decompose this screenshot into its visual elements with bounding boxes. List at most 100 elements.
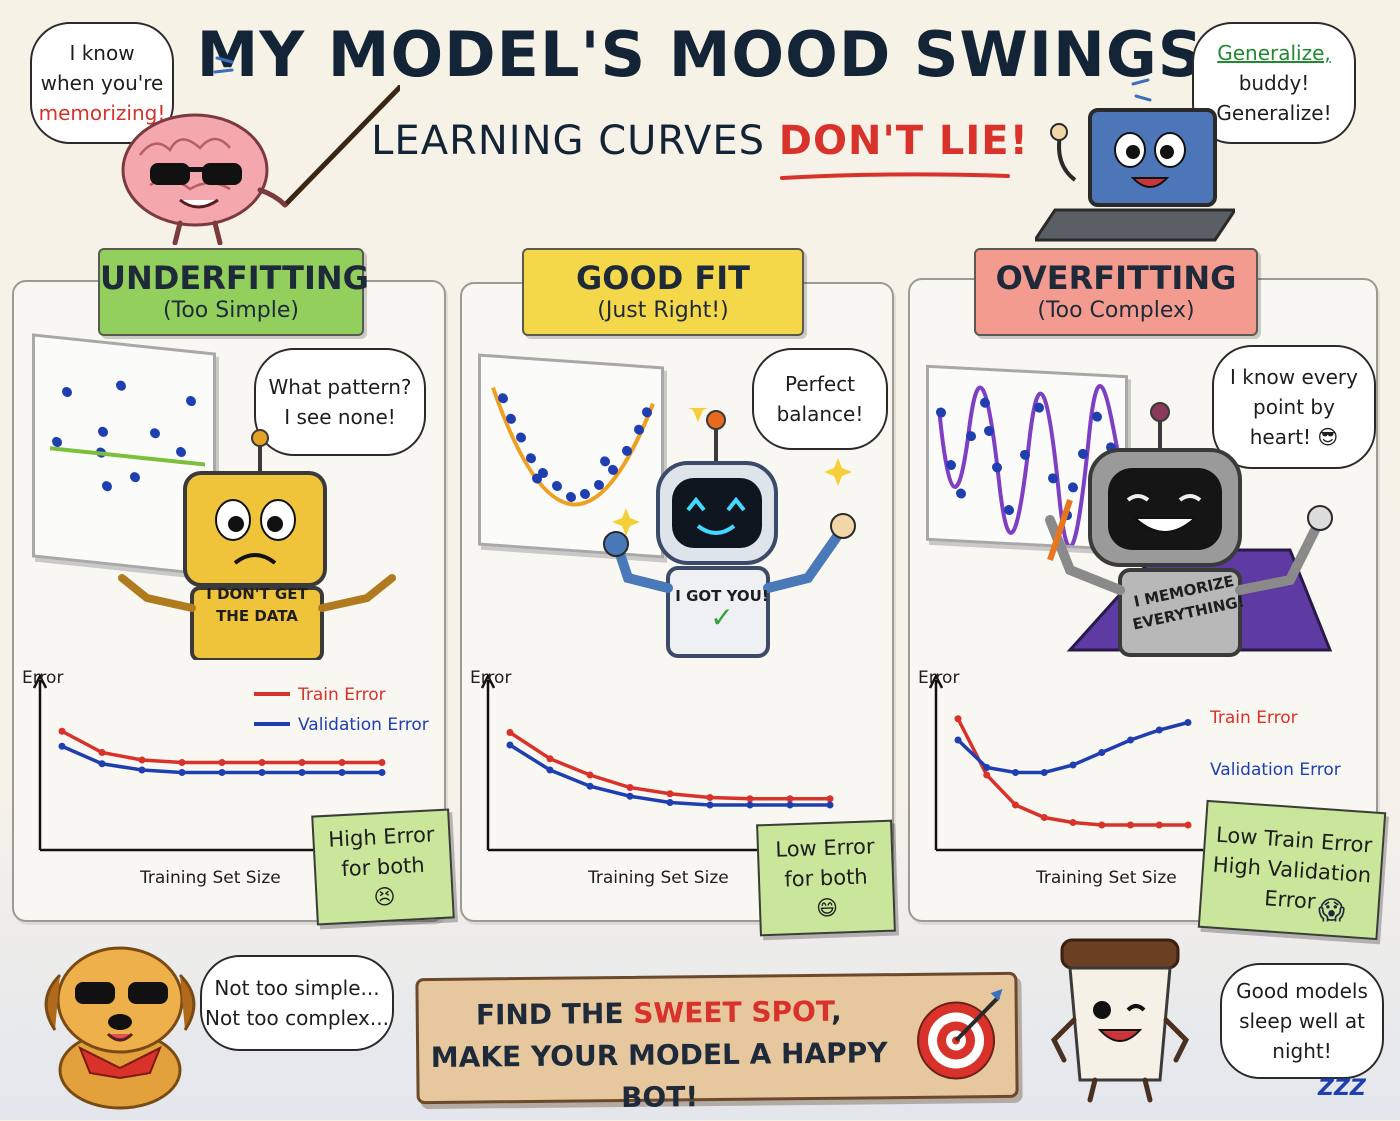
data-point bbox=[1155, 726, 1163, 734]
data-point bbox=[178, 769, 186, 776]
confused-robot-icon bbox=[118, 429, 396, 660]
data-point bbox=[983, 764, 991, 771]
data-point bbox=[626, 792, 634, 800]
panel-overfitting-title: OVERFITTING bbox=[995, 259, 1237, 297]
panel-underfitting-header: UNDERFITTING (Too Simple) bbox=[98, 248, 369, 336]
scatter-points bbox=[936, 397, 1116, 521]
data-point bbox=[1098, 821, 1106, 829]
legend-label: Train Error bbox=[1209, 708, 1298, 728]
panel-overfitting-header: OVERFITTING (Too Complex) bbox=[974, 248, 1258, 336]
data-point bbox=[546, 755, 554, 763]
data-point bbox=[98, 749, 106, 756]
data-point bbox=[1098, 749, 1106, 756]
data-point bbox=[1127, 736, 1134, 744]
goodfit-bot-label: I GOT YOU! ✓ bbox=[672, 585, 772, 641]
shocked-emoji-icon: 😱 bbox=[1318, 896, 1346, 926]
dog-bubble-line2: Not too complex... bbox=[205, 1006, 389, 1030]
laptop-speech-bubble: Generalize, buddy! Generalize! bbox=[1192, 22, 1356, 144]
goodfit-sticky-note: Low Error for both 😄 bbox=[756, 819, 896, 937]
data-point bbox=[983, 771, 991, 779]
data-point bbox=[954, 715, 962, 723]
data-point bbox=[178, 759, 186, 766]
y-axis-arrow bbox=[928, 673, 944, 689]
y-axis-label: Error bbox=[918, 668, 959, 688]
data-point bbox=[1184, 821, 1192, 829]
data-point bbox=[98, 760, 106, 768]
overfit-bubble-line2: point by bbox=[1253, 395, 1335, 419]
banner-line1: FIND THE SWEET SPOT, bbox=[429, 990, 889, 1037]
series-line-train bbox=[956, 717, 1188, 827]
dog-bubble-line1: Not too simple... bbox=[214, 976, 380, 1000]
goodfit-bubble-line2: balance! bbox=[776, 402, 864, 426]
laptop-bubble-line3: Generalize! bbox=[1216, 101, 1332, 125]
happy-robot-icon bbox=[603, 408, 856, 658]
frowning-emoji-icon: 😣 bbox=[373, 884, 397, 910]
brain-bubble-line2: when you're bbox=[40, 71, 164, 95]
fit-line bbox=[50, 446, 205, 467]
overfit-note-line3: Error bbox=[1263, 886, 1317, 914]
goodfit-bot-label-line1: I GOT YOU! bbox=[675, 587, 769, 605]
data-point bbox=[586, 771, 594, 779]
data-point bbox=[58, 742, 66, 750]
subtitle-underline bbox=[780, 172, 1010, 180]
overfit-learning-curve-chart: Error Training Set Size Train Error Validat… bbox=[918, 668, 1341, 888]
underfit-bot-label-line1: I DON'T GET bbox=[206, 585, 308, 603]
data-point bbox=[218, 759, 226, 766]
goodfit-note-line2: for both bbox=[783, 864, 869, 892]
data-point bbox=[298, 769, 306, 776]
goodfit-note-line1: Low Error bbox=[774, 834, 875, 862]
subtitle-accent: DON'T LIE! bbox=[778, 118, 1029, 164]
y-axis-label: Error bbox=[470, 668, 511, 688]
underfit-note-line2: for both bbox=[340, 852, 426, 882]
scatter-points bbox=[498, 393, 652, 503]
data-point bbox=[338, 769, 346, 776]
data-point bbox=[506, 741, 514, 749]
data-point bbox=[746, 795, 754, 803]
data-point bbox=[258, 769, 266, 776]
data-point bbox=[1069, 819, 1077, 826]
data-point bbox=[1012, 769, 1019, 776]
underfit-bot-label-line2: THE DATA bbox=[216, 607, 298, 625]
brain-mascot-icon bbox=[121, 85, 400, 245]
overfit-speech-bubble: I know every point by heart! 😎 bbox=[1212, 345, 1376, 469]
panel-overfitting-subtitle: (Too Complex) bbox=[1037, 298, 1195, 323]
banner-line1-a: FIND THE bbox=[475, 996, 634, 1032]
data-point bbox=[58, 727, 66, 735]
data-point bbox=[506, 729, 514, 736]
goodfit-learning-curve-chart: Error Training Set Size bbox=[470, 668, 875, 888]
underfit-bubble-line2: I see none! bbox=[284, 405, 396, 429]
panel-good-fit-title: GOOD FIT bbox=[576, 259, 750, 297]
doodle-marks-right bbox=[1131, 78, 1152, 102]
x-axis-label: Training Set Size bbox=[139, 868, 281, 888]
data-point bbox=[826, 795, 834, 803]
y-axis-label: Error bbox=[22, 668, 63, 688]
banner-text: FIND THE SWEET SPOT, MAKE YOUR MODEL A H… bbox=[429, 990, 890, 1121]
data-point bbox=[1184, 719, 1192, 726]
series-line-train bbox=[509, 731, 830, 801]
panel-underfitting-title: UNDERFITTING bbox=[100, 259, 369, 297]
panel-good-fit-header: GOOD FIT (Just Right!) bbox=[522, 248, 804, 336]
banner-line1-accent: SWEET SPOT bbox=[633, 994, 832, 1030]
data-point bbox=[666, 799, 674, 806]
cup-bubble-line2: sleep well at bbox=[1239, 1009, 1365, 1033]
smug-robot-icon bbox=[1045, 402, 1333, 657]
data-point bbox=[786, 801, 794, 809]
data-point bbox=[706, 794, 714, 801]
data-point bbox=[298, 759, 306, 766]
data-point bbox=[1069, 761, 1077, 769]
data-point bbox=[378, 759, 386, 766]
data-point bbox=[786, 795, 794, 803]
x-axis-label: Training Set Size bbox=[587, 868, 729, 888]
data-point bbox=[1155, 821, 1163, 829]
overfit-bubble-line3: heart! 😎 bbox=[1249, 425, 1339, 449]
legend-label: Train Error bbox=[297, 685, 386, 705]
brain-bubble-line3: memorizing! bbox=[38, 101, 166, 125]
brain-speech-bubble: I know when you're memorizing! bbox=[30, 22, 174, 144]
y-axis-arrow bbox=[480, 673, 496, 689]
y-axis-arrow bbox=[32, 673, 48, 689]
data-point bbox=[546, 766, 554, 774]
data-point bbox=[826, 801, 834, 809]
underfit-speech-bubble: What pattern? I see none! bbox=[254, 348, 426, 456]
coffee-cup-mascot-icon bbox=[1050, 938, 1190, 1103]
legend-label: Validation Error bbox=[298, 715, 429, 735]
